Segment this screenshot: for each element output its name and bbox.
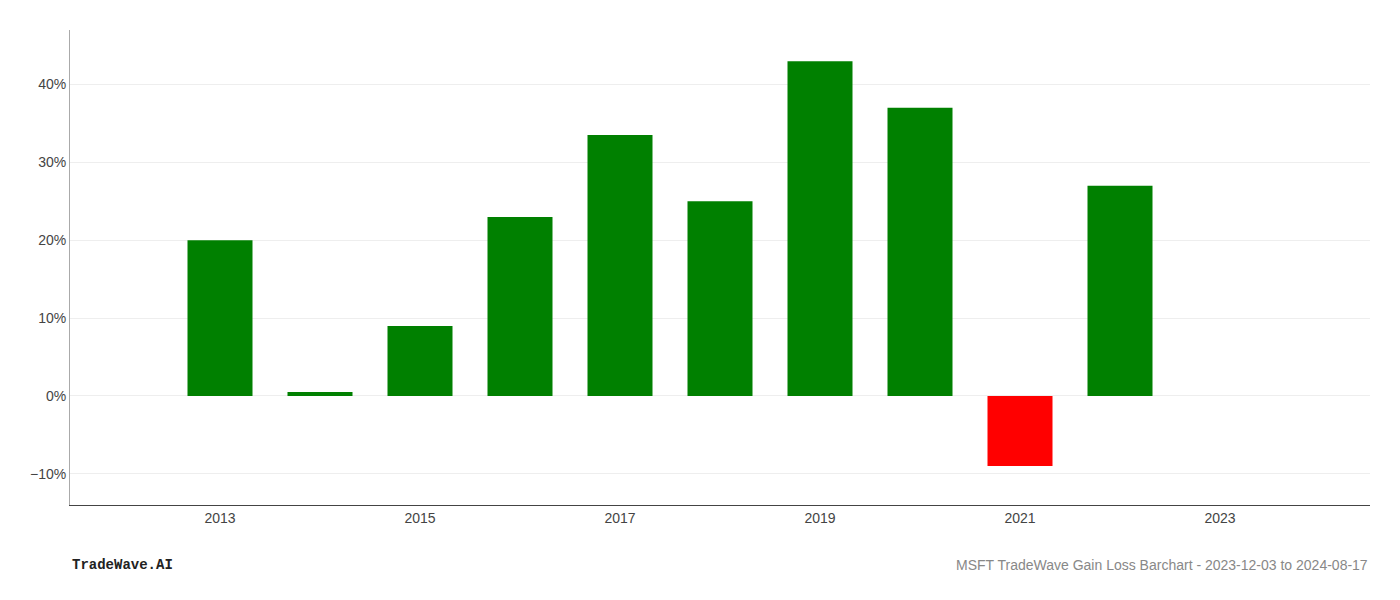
svg-text:2021: 2021 (1004, 510, 1035, 526)
svg-text:2017: 2017 (604, 510, 635, 526)
svg-text:2013: 2013 (204, 510, 235, 526)
svg-text:MSFT TradeWave Gain Loss Barch: MSFT TradeWave Gain Loss Barchart - 2023… (956, 557, 1368, 573)
svg-text:2023: 2023 (1204, 510, 1235, 526)
svg-text:10%: 10% (38, 310, 66, 326)
svg-text:−10%: −10% (30, 466, 66, 482)
svg-text:20%: 20% (38, 232, 66, 248)
svg-text:30%: 30% (38, 154, 66, 170)
svg-text:2019: 2019 (804, 510, 835, 526)
svg-text:TradeWave.AI: TradeWave.AI (72, 557, 173, 573)
svg-text:40%: 40% (38, 76, 66, 92)
svg-text:2015: 2015 (404, 510, 435, 526)
svg-text:0%: 0% (46, 388, 66, 404)
